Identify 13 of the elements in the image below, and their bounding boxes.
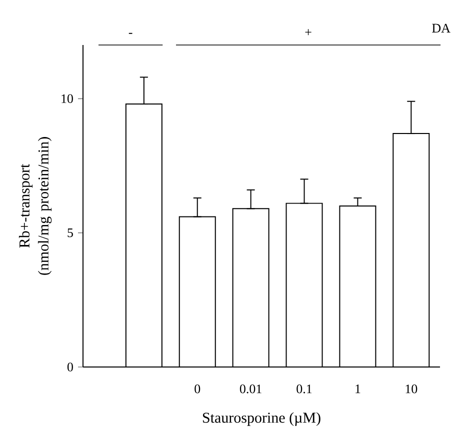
x-tick-label: 1 (356, 384, 360, 394)
x-tick-label: 10 (406, 384, 418, 394)
x-tick-label: 0 (194, 384, 200, 394)
text: DA (432, 24, 450, 32)
text: - (128, 32, 132, 34)
y-tick-label: 10 (62, 94, 73, 104)
y-tick-label: 0 (67, 362, 73, 372)
y-axis-title: Rb+-transport (nmol/mg protein/min) (18, 137, 52, 275)
x-axis-title: Staurosporine (µM) (202, 412, 320, 426)
y-tick-label: 5 (68, 228, 73, 238)
text: + (305, 29, 312, 36)
x-tick-label: 0.1 (296, 384, 312, 394)
x-tick-label: 0.01 (240, 384, 262, 394)
